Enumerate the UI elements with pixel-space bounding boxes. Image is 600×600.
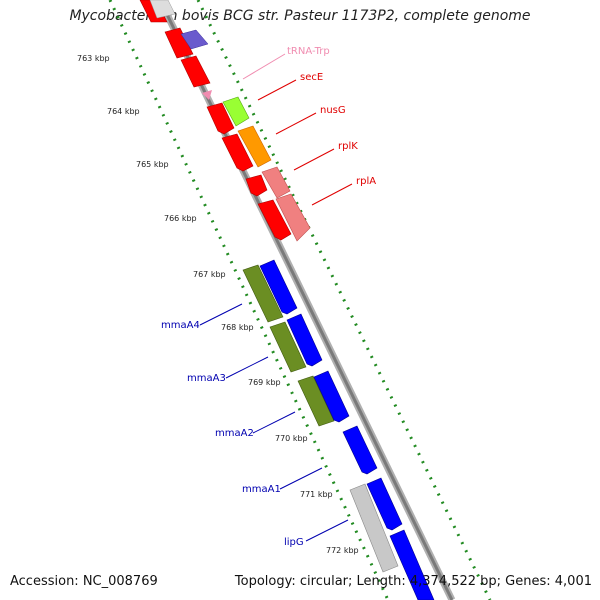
leader-line <box>257 79 297 101</box>
tick-label: 768 kbp <box>221 323 254 332</box>
gene-arrow[interactable] <box>221 133 254 172</box>
gene-arrow[interactable] <box>180 55 211 88</box>
outer-track-genes-top <box>149 0 311 242</box>
gene-label-mmaa3: mmaA3 <box>187 373 226 384</box>
gene-label-rplk: rplK <box>338 141 358 152</box>
gene-label-trna-trp: tRNA-Trp <box>287 46 330 57</box>
olive-gene[interactable] <box>242 264 284 323</box>
gene-arrow[interactable] <box>206 102 235 135</box>
tick-labels: 763 kbp 764 kbp 765 kbp 766 kbp 767 kbp … <box>77 54 359 555</box>
blue-gene[interactable] <box>313 370 350 423</box>
leader-line <box>311 183 353 206</box>
leader-line <box>293 148 335 171</box>
left-dotted-track <box>108 0 390 600</box>
leader-line <box>242 53 286 80</box>
olive-gene[interactable] <box>297 375 335 427</box>
gene-label-mmaa2: mmaA2 <box>215 428 254 439</box>
gene-labels: tRNA-Trp secE nusG rplK rplA mmaA4 mmaA3… <box>161 46 376 548</box>
leader-line <box>279 467 323 490</box>
topology-summary: Topology: circular; Length: 4,374,522 bp… <box>234 574 592 589</box>
inner-track-genes-top <box>139 0 292 241</box>
rplk-gene[interactable] <box>261 166 291 199</box>
leader-line <box>199 303 243 326</box>
tick-label: 766 kbp <box>164 214 197 223</box>
sece-gene[interactable] <box>222 96 250 127</box>
map-title: Mycobacterium bovis BCG str. Pasteur 117… <box>69 8 531 24</box>
tick-label: 770 kbp <box>275 434 308 443</box>
blue-gene[interactable] <box>259 259 298 315</box>
leader-line <box>225 356 269 379</box>
tick-label: 772 kbp <box>326 546 359 555</box>
accession-label: Accession: NC_008769 <box>10 574 158 589</box>
tick-label: 767 kbp <box>193 270 226 279</box>
blue-genes <box>259 259 435 600</box>
tick-label: 765 kbp <box>136 160 169 169</box>
gene-label-nusg: nusG <box>320 105 346 116</box>
gene-label-sece: secE <box>300 72 323 83</box>
tick-label: 763 kbp <box>77 54 110 63</box>
olive-genes <box>242 264 399 573</box>
leader-line <box>305 519 349 542</box>
leader-line <box>275 112 317 135</box>
gene-label-rpla: rplA <box>356 176 376 187</box>
gene-label-lipg: lipG <box>284 537 304 548</box>
trna-marker[interactable] <box>202 90 212 100</box>
gray-gene[interactable] <box>149 0 176 19</box>
gene-label-mmaa4: mmaA4 <box>161 320 200 331</box>
tick-label: 769 kbp <box>248 378 281 387</box>
gene-label-mmaa1: mmaA1 <box>242 484 281 495</box>
right-dotted-track <box>196 0 492 600</box>
gene-arrow[interactable] <box>245 174 268 197</box>
rpla-gene[interactable] <box>275 193 311 242</box>
backbone <box>156 0 456 600</box>
blue-gene[interactable] <box>286 313 323 367</box>
blue-gene[interactable] <box>389 529 435 600</box>
blue-gene[interactable] <box>366 477 403 531</box>
nusg-gene[interactable] <box>237 125 272 168</box>
gene-arrow[interactable] <box>257 199 292 241</box>
purple-gene[interactable] <box>180 29 209 50</box>
tick-label: 771 kbp <box>300 490 333 499</box>
leader-line <box>252 411 296 434</box>
tick-label: 764 kbp <box>107 107 140 116</box>
gene-arrow[interactable] <box>164 27 194 59</box>
blue-gene[interactable] <box>342 425 378 475</box>
olive-gene[interactable] <box>269 321 307 373</box>
gray-gene[interactable] <box>349 483 399 573</box>
